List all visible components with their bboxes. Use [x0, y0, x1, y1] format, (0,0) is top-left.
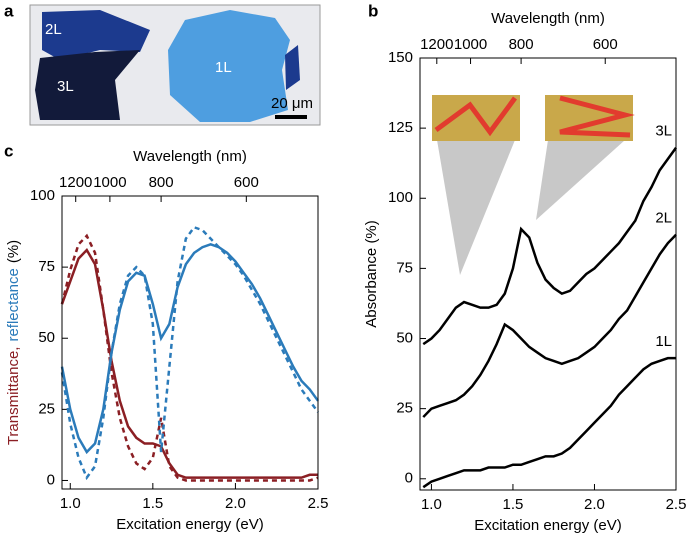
lattice-insets	[432, 95, 635, 275]
inset-pointer	[437, 140, 515, 275]
x-tick-label: 1.5	[503, 496, 524, 513]
plot-frame	[61, 195, 319, 490]
series-label: 3L	[655, 123, 672, 140]
flake-3l	[35, 50, 140, 120]
x-tick-label: 2.0	[584, 496, 605, 513]
x2-axis-label: Wavelength (nm)	[491, 10, 605, 27]
x2-tick-label: 1000	[454, 36, 487, 53]
flake-label: 3L	[57, 78, 74, 95]
series-line	[60, 243, 320, 455]
flake-2l	[42, 10, 150, 60]
series-label: 2L	[655, 210, 672, 227]
y-tick-label: 25	[396, 400, 413, 417]
x2-tick-label: 1200	[420, 36, 453, 53]
y-tick-label: 25	[38, 400, 55, 417]
x2-axis-label: Wavelength (nm)	[133, 148, 247, 165]
x2-tick-label: 800	[149, 174, 174, 191]
micrograph: 2L 3L 1L 20 μm	[29, 4, 321, 126]
y-tick-label: 100	[30, 187, 55, 204]
y-tick-label: 50	[396, 329, 413, 346]
panel-label: b	[368, 1, 378, 20]
inset-pointer	[536, 140, 625, 220]
y-tick-label: 0	[405, 470, 413, 487]
y-axis-label-part: (%)	[5, 240, 22, 263]
flake-label: 1L	[215, 59, 232, 76]
series-line	[422, 356, 676, 489]
x-axis-label: Excitation energy (eV)	[474, 517, 622, 534]
y-tick-label: 0	[47, 471, 55, 488]
x-tick-label: 2.5	[666, 496, 686, 513]
flake-1l	[168, 10, 290, 122]
scale-bar-label: 20 μm	[271, 95, 313, 112]
x-tick-label: 1.0	[421, 496, 442, 513]
panel-label: c	[4, 141, 13, 160]
x-tick-label: 2.0	[225, 495, 246, 512]
x-axis-label: Excitation energy (eV)	[116, 516, 264, 533]
series-label: 1L	[655, 333, 672, 350]
y-tick-label: 50	[38, 329, 55, 346]
panel-label: a	[4, 1, 14, 20]
series-line	[60, 233, 319, 482]
lattice-path	[434, 96, 518, 137]
y-tick-label: 75	[396, 259, 413, 276]
series-line	[60, 225, 320, 481]
lattice	[432, 95, 520, 141]
x2-tick-label: 600	[234, 174, 259, 191]
y-tick-label: 75	[38, 258, 55, 275]
y-tick-label: 150	[388, 49, 413, 66]
x-tick-label: 2.5	[308, 495, 329, 512]
series-line	[60, 247, 318, 479]
y-axis-label: Absorbance (%)	[363, 220, 380, 328]
lattice-path	[559, 95, 635, 138]
x2-tick-label: 600	[593, 36, 618, 53]
x-tick-label: 1.5	[142, 495, 163, 512]
y-axis-label: Transmittance, reflectance (%)	[5, 240, 22, 445]
x2-tick-label: 800	[509, 36, 534, 53]
flake-label: 2L	[45, 21, 62, 38]
x-tick-label: 1.0	[60, 495, 81, 512]
y-axis-label-part: Absorbance (%)	[363, 220, 380, 328]
x2-tick-label: 1000	[93, 174, 126, 191]
flake-small	[285, 45, 300, 90]
x2-tick-label: 1200	[59, 174, 92, 191]
series-line	[422, 147, 678, 346]
y-axis-label-part: reflectance	[5, 268, 22, 341]
y-axis-label-part: Transmittance,	[5, 347, 22, 446]
series-line	[422, 233, 677, 418]
scale-bar	[275, 115, 307, 119]
y-tick-label: 100	[388, 189, 413, 206]
y-tick-label: 125	[388, 119, 413, 136]
plot-frame	[419, 57, 677, 491]
